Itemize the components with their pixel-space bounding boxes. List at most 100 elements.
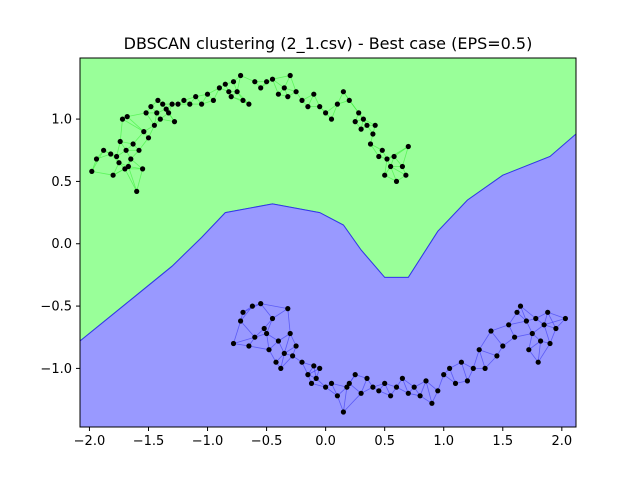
data-point bbox=[388, 393, 394, 399]
data-point bbox=[376, 388, 382, 394]
y-tick-label: 0.0 bbox=[51, 237, 72, 252]
cell-edge bbox=[360, 378, 368, 394]
data-point bbox=[323, 110, 329, 116]
data-point bbox=[494, 353, 500, 359]
cell-edge bbox=[236, 75, 241, 92]
data-point bbox=[171, 119, 178, 125]
data-point bbox=[299, 97, 305, 103]
data-point bbox=[266, 347, 272, 353]
data-point bbox=[364, 375, 370, 381]
cell-edge bbox=[233, 336, 255, 344]
data-point bbox=[538, 338, 544, 344]
cell-edge bbox=[461, 362, 468, 382]
data-point bbox=[313, 375, 319, 381]
regions-layer bbox=[80, 58, 576, 427]
data-point bbox=[541, 322, 547, 328]
data-point bbox=[344, 384, 350, 390]
data-point bbox=[308, 380, 315, 386]
data-point bbox=[547, 340, 553, 347]
cell-edge bbox=[386, 146, 409, 160]
data-point bbox=[199, 101, 205, 107]
data-point bbox=[275, 338, 281, 344]
cell-edge bbox=[138, 137, 149, 151]
y-tick-label: −0.5 bbox=[40, 300, 72, 315]
data-point bbox=[210, 97, 216, 103]
data-point bbox=[382, 380, 388, 386]
cell-edge bbox=[233, 320, 241, 344]
cell-edge bbox=[331, 103, 338, 120]
cell-edge bbox=[472, 349, 480, 369]
cell-edge bbox=[528, 349, 539, 363]
data-point bbox=[222, 81, 228, 87]
data-point bbox=[317, 365, 323, 371]
data-point bbox=[393, 384, 400, 390]
data-point bbox=[285, 94, 291, 100]
data-point bbox=[101, 147, 107, 153]
cell-edge bbox=[478, 330, 492, 350]
data-point bbox=[264, 79, 270, 85]
data-point bbox=[399, 163, 405, 170]
data-point bbox=[352, 119, 358, 125]
data-point bbox=[136, 147, 142, 153]
data-point bbox=[228, 94, 234, 100]
data-point bbox=[358, 126, 364, 132]
y-tick-label: 1.0 bbox=[51, 113, 72, 128]
cell-edge bbox=[343, 393, 362, 413]
data-point bbox=[399, 375, 405, 381]
data-point bbox=[108, 151, 114, 157]
data-point bbox=[124, 114, 130, 120]
data-point bbox=[500, 343, 506, 349]
x-tick-label: 0.0 bbox=[315, 434, 336, 449]
data-point bbox=[181, 97, 187, 103]
y-tick-label: 0.5 bbox=[51, 175, 72, 190]
data-point bbox=[193, 94, 199, 100]
data-point bbox=[514, 309, 520, 315]
data-point bbox=[125, 163, 131, 170]
data-point bbox=[160, 101, 166, 107]
cell-edge bbox=[122, 118, 145, 132]
data-point bbox=[145, 135, 152, 141]
x-tick-label: −1.5 bbox=[133, 434, 165, 449]
data-point bbox=[89, 168, 95, 174]
cell-edge bbox=[260, 303, 288, 309]
data-point bbox=[123, 147, 129, 153]
data-point bbox=[246, 101, 252, 107]
data-point bbox=[110, 172, 116, 178]
data-point bbox=[526, 347, 532, 353]
data-point bbox=[360, 116, 366, 122]
data-point bbox=[506, 322, 512, 328]
plot-frame bbox=[79, 57, 577, 428]
data-point bbox=[370, 131, 376, 137]
data-point bbox=[417, 393, 423, 399]
cell-edge bbox=[337, 395, 344, 413]
cell-edge bbox=[91, 171, 114, 176]
cell-edge bbox=[124, 168, 138, 192]
cell-edge bbox=[260, 303, 273, 319]
data-point bbox=[523, 318, 530, 324]
cell-edge bbox=[520, 305, 537, 319]
data-point bbox=[258, 85, 264, 91]
region-lower bbox=[80, 133, 576, 427]
data-point bbox=[204, 91, 211, 97]
data-point bbox=[285, 306, 291, 312]
data-point bbox=[114, 153, 120, 160]
data-point bbox=[370, 384, 376, 390]
data-point bbox=[269, 315, 276, 322]
data-point bbox=[367, 141, 374, 147]
data-point bbox=[273, 359, 279, 365]
data-point bbox=[393, 178, 400, 184]
data-point bbox=[388, 163, 394, 170]
data-point bbox=[163, 106, 169, 112]
data-point bbox=[246, 343, 252, 349]
data-point bbox=[311, 363, 317, 369]
data-point bbox=[470, 365, 476, 371]
data-point bbox=[116, 160, 122, 166]
chart-title: DBSCAN clustering (2_1.csv) - Best case … bbox=[124, 34, 533, 54]
cell-edge bbox=[266, 318, 273, 334]
data-point bbox=[334, 393, 340, 399]
data-point bbox=[411, 384, 417, 390]
cell-edge bbox=[384, 158, 388, 176]
cell-edge bbox=[508, 320, 527, 326]
data-point bbox=[441, 372, 447, 378]
x-tick-label: 1.0 bbox=[433, 434, 454, 449]
